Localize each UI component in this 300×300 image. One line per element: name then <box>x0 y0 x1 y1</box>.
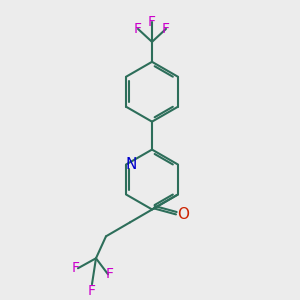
Text: F: F <box>88 284 96 298</box>
Text: F: F <box>162 22 170 36</box>
Text: F: F <box>72 261 80 275</box>
Text: N: N <box>125 157 137 172</box>
Text: O: O <box>177 207 189 222</box>
Text: F: F <box>106 267 114 281</box>
Text: F: F <box>134 22 142 36</box>
Text: F: F <box>148 15 156 29</box>
